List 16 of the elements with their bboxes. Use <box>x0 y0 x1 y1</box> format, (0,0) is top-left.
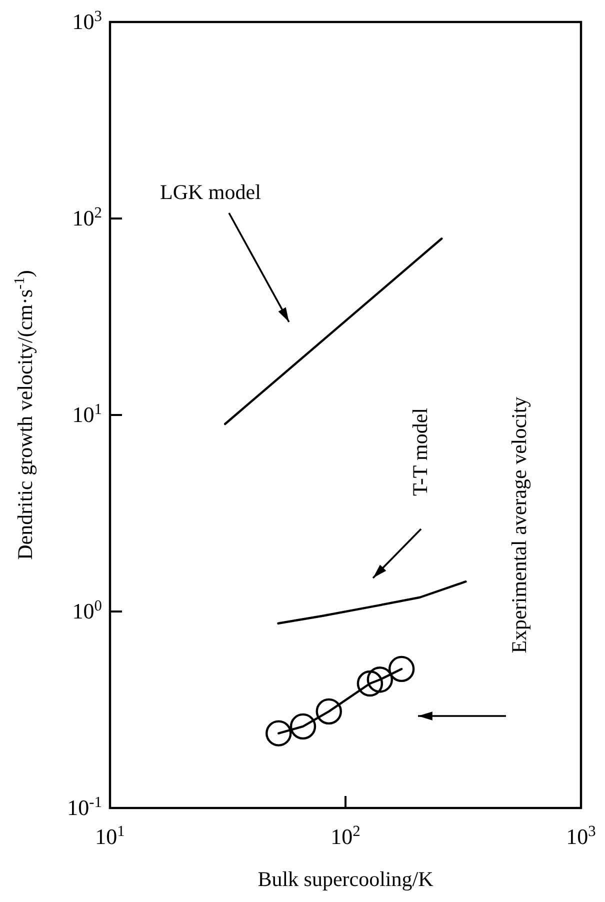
annotation: LGK model <box>160 180 262 204</box>
x-axis-title: Bulk supercooling/K <box>258 867 434 891</box>
point <box>366 666 394 693</box>
x-tick-label: 10$^{1}$ <box>95 822 125 849</box>
y-tick-label: 10$^{3}$ <box>72 8 102 34</box>
point <box>266 720 292 746</box>
point <box>316 698 342 725</box>
y-tick-label: 10$^{-1}$ <box>67 794 102 820</box>
annotation: Experimental average velocity <box>506 396 531 654</box>
x-tick-label: 10$^{2}$ <box>330 822 360 849</box>
y-tick-label: 10$^{1}$ <box>72 400 102 427</box>
point <box>290 713 316 740</box>
x-tick-label: 10$^{3}$ <box>566 822 596 849</box>
annotation: T-T model <box>408 408 432 496</box>
y-tick-label: 10$^{2}$ <box>72 204 102 230</box>
y-tick-label: 10$^{0}$ <box>72 597 102 624</box>
